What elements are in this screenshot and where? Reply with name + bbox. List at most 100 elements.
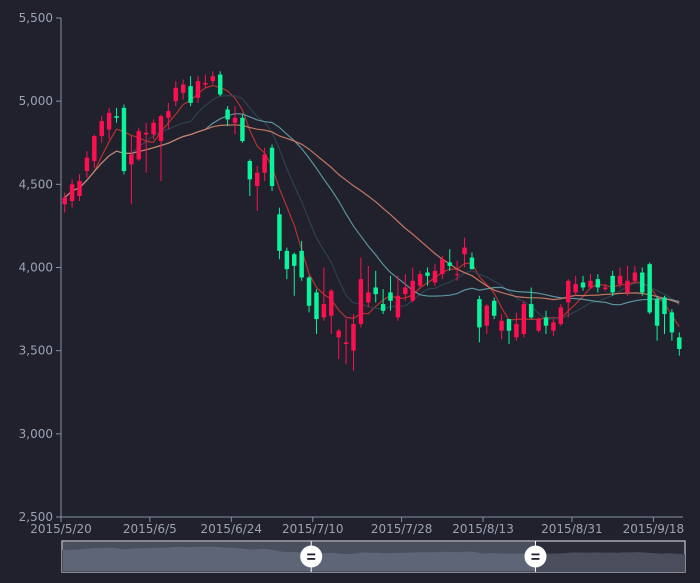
candle [610, 270, 615, 296]
candle [306, 275, 312, 313]
candle [669, 309, 675, 341]
candle [506, 319, 512, 345]
candle-body [588, 280, 593, 288]
candle [373, 270, 378, 303]
x-tick-label: 2015/6/24 [201, 522, 263, 536]
data-zoom-slider[interactable] [61, 540, 686, 573]
candle-body [247, 161, 253, 180]
candle-body [158, 116, 164, 142]
x-tick-label: 2015/6/5 [123, 522, 177, 536]
candle-body [514, 324, 519, 338]
candle-body [92, 136, 97, 162]
ma5-line [64, 84, 680, 328]
candle-body [388, 292, 393, 301]
candle-body [292, 254, 297, 266]
candle-body [640, 272, 645, 293]
candle [588, 274, 593, 290]
candle [625, 265, 630, 296]
candle [329, 289, 334, 335]
candle-body [314, 292, 319, 320]
candle-body [573, 284, 578, 293]
ma10-line [64, 95, 680, 320]
candle-body [669, 312, 675, 333]
candle-body [99, 121, 104, 137]
candle-body [625, 280, 630, 293]
data-zoom-handle-right[interactable] [524, 541, 547, 572]
candle-body [129, 154, 134, 165]
candle-body [336, 330, 341, 338]
candle [536, 317, 541, 333]
candle-body [284, 250, 290, 270]
candle [366, 265, 371, 308]
candle-body [506, 319, 512, 331]
candle-body [632, 272, 638, 281]
data-zoom-selected-range[interactable] [63, 542, 536, 571]
candle-body [203, 82, 208, 85]
y-tick-label: 5,500 [19, 11, 53, 25]
candle [188, 76, 193, 107]
handle-bar [531, 558, 540, 560]
candle [69, 179, 75, 208]
candle [514, 312, 519, 341]
candle-body [77, 181, 82, 196]
candle-body [210, 76, 216, 82]
candle [247, 159, 253, 196]
candle [151, 119, 156, 140]
candle-body [403, 287, 408, 295]
candle-body [232, 117, 238, 123]
candle-body [106, 112, 112, 130]
handle-bar [307, 553, 316, 556]
candle-body [151, 122, 156, 135]
candle [677, 332, 682, 356]
x-tick-label: 2015/7/10 [282, 522, 344, 536]
y-tick-label: 3,000 [19, 427, 53, 441]
candle-body [447, 262, 452, 266]
candle [432, 264, 438, 286]
candle-body [173, 87, 178, 102]
candle [217, 71, 223, 97]
candle [462, 237, 467, 268]
candle-body [654, 299, 660, 326]
candle-body [188, 86, 193, 103]
candle-body [543, 317, 549, 326]
candle-body [136, 131, 141, 160]
candle-body [462, 247, 467, 255]
candle [84, 151, 90, 178]
data-zoom-handle-left[interactable] [300, 541, 323, 572]
candle-body [380, 304, 386, 311]
y-tick-label: 2,500 [19, 510, 53, 524]
candle-body [677, 337, 682, 350]
ma20-line [64, 113, 680, 306]
candle-body [395, 295, 401, 318]
candlestick-series [62, 71, 682, 371]
candle [640, 267, 645, 296]
candle-body [329, 290, 334, 316]
candle-body [351, 324, 356, 351]
candle [92, 134, 97, 168]
candle-body [255, 172, 260, 186]
candle [99, 116, 104, 143]
candle [440, 255, 445, 280]
candle [62, 192, 67, 213]
candle [351, 314, 356, 371]
candle-body [180, 84, 186, 93]
y-tick-label: 3,500 [19, 344, 53, 358]
candle [647, 262, 652, 315]
candle [336, 329, 341, 359]
candle-body [143, 132, 149, 135]
candle [499, 314, 504, 340]
candle [114, 107, 119, 123]
x-tick-label: 2015/9/18 [623, 522, 685, 536]
candle-body [262, 154, 267, 173]
candle [166, 102, 171, 130]
candle [477, 295, 482, 343]
equals-handle-icon [524, 545, 547, 568]
candle-body [432, 270, 438, 283]
candle-body [306, 277, 312, 306]
y-tick-label: 4,000 [19, 261, 53, 275]
candle-body [484, 305, 489, 326]
candle [558, 304, 564, 326]
candle [395, 275, 401, 321]
candle [595, 274, 601, 293]
